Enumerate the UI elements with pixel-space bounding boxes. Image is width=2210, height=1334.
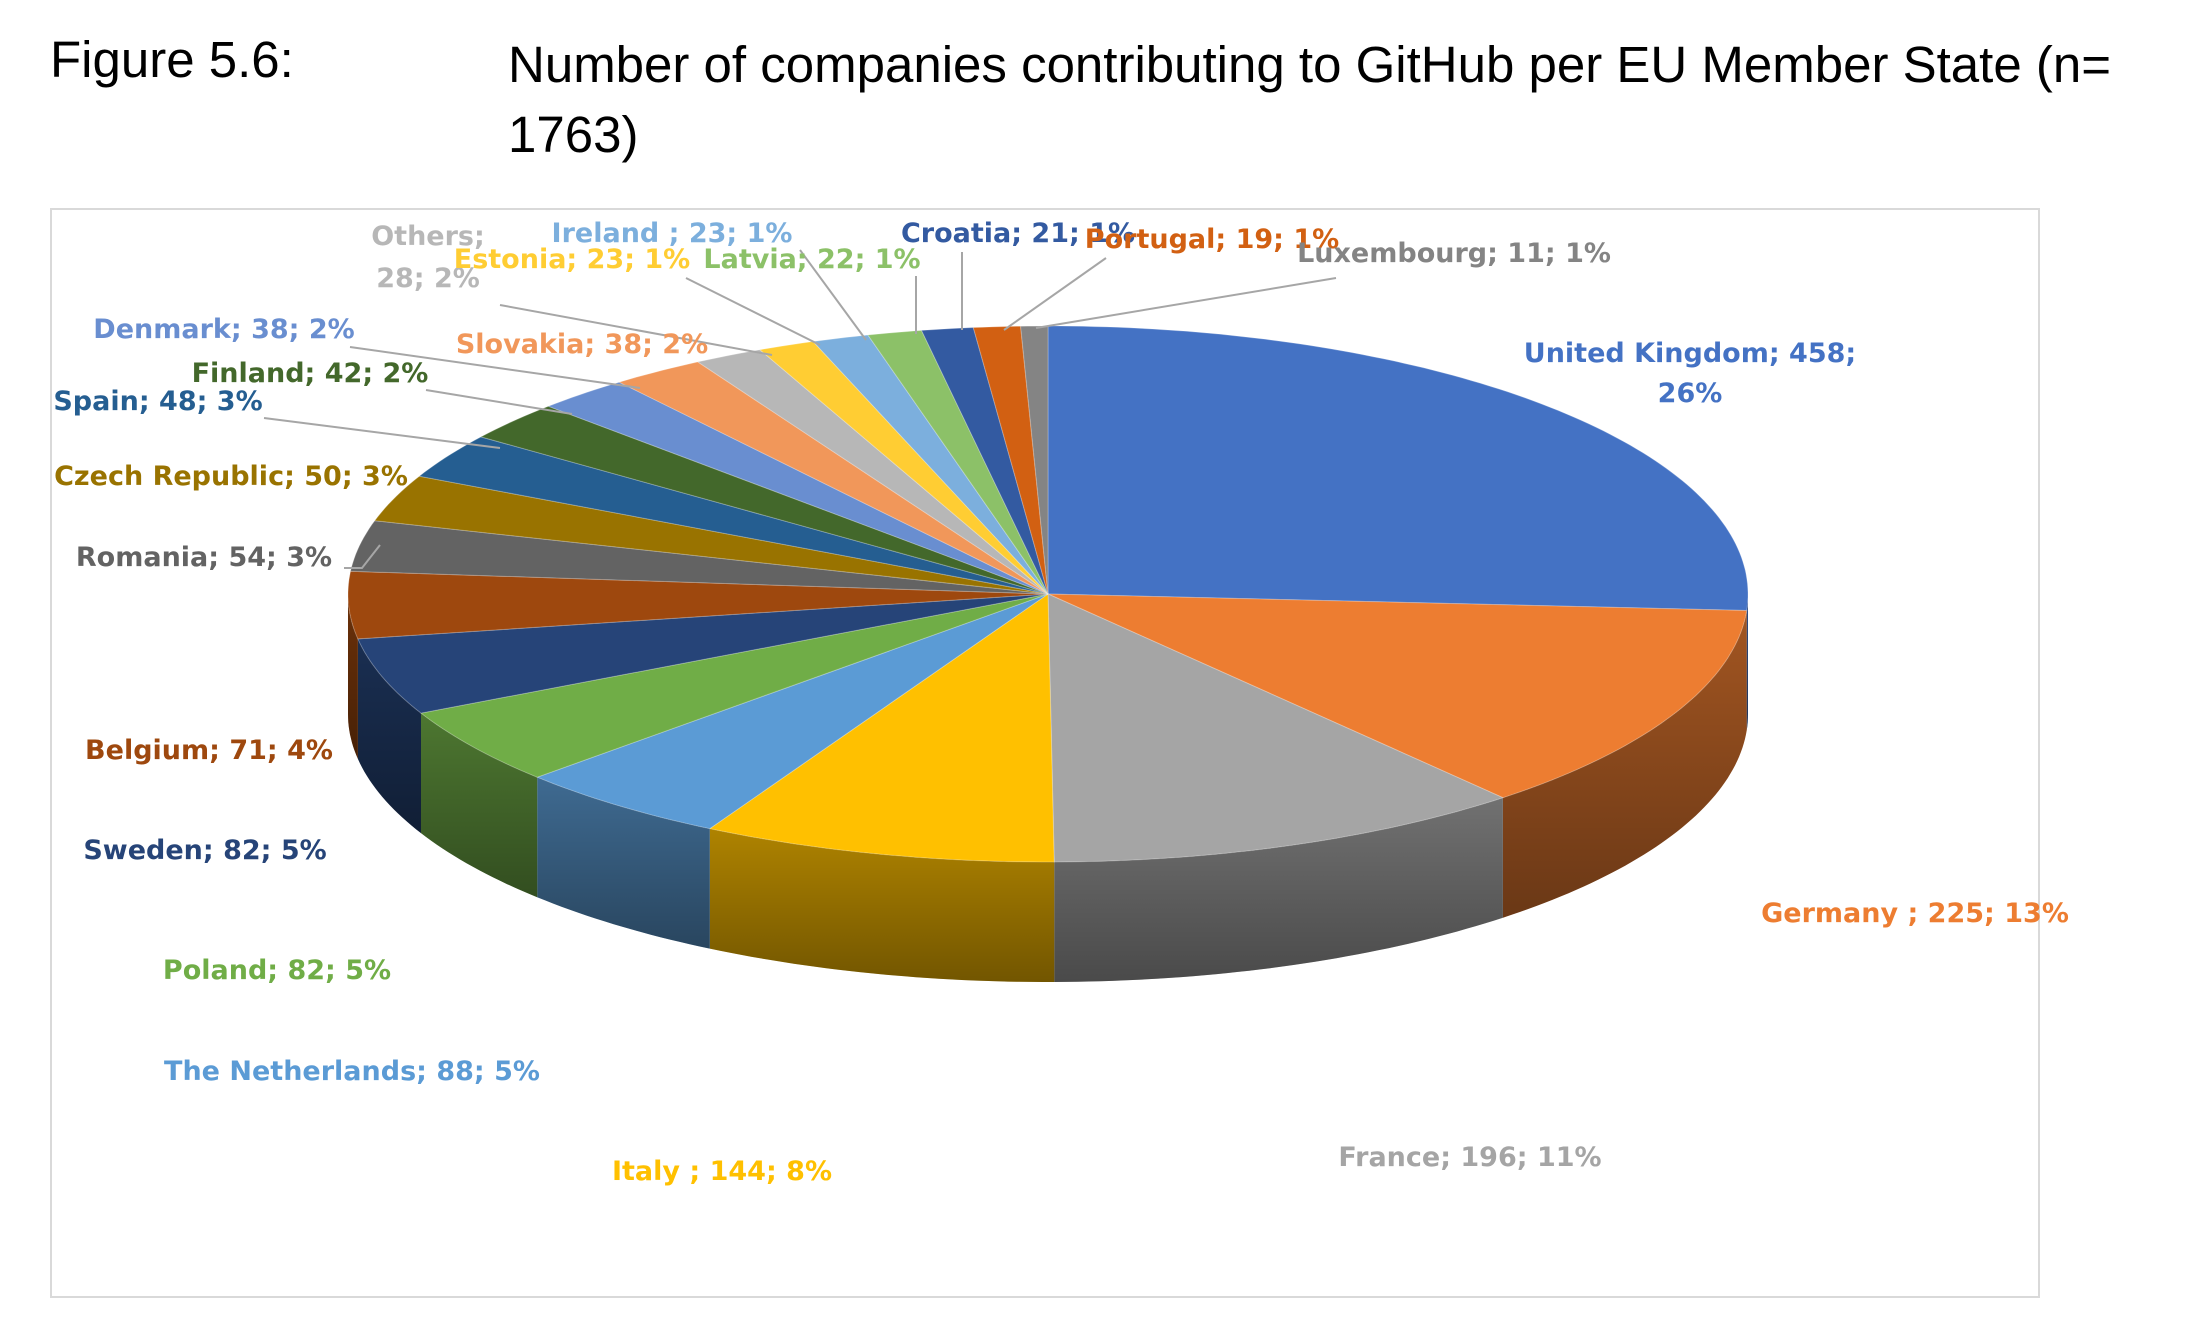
pie-slice-sweden <box>357 593 1049 714</box>
data-label-luxembourg: Luxembourg; 11; 1% <box>1297 238 1611 269</box>
pie-slice-ireland <box>812 334 1049 595</box>
pie-slice-belgium <box>347 570 1049 640</box>
figure-label: Figure 5.6: <box>50 31 294 88</box>
leader-line-finland <box>425 389 573 415</box>
data-label-romania: Romania; 54; 3% <box>76 542 332 573</box>
data-label-others: Others; 28; 2% <box>371 221 485 294</box>
pie-slice-slovakia <box>617 361 1049 595</box>
pie-side-shade <box>1746 594 1748 731</box>
data-label-spain: Spain; 48; 3% <box>53 386 262 417</box>
leader-line-estonia <box>685 277 821 346</box>
data-label-line: 26% <box>1658 378 1723 409</box>
leader-line-ireland <box>799 249 867 341</box>
data-label-germany: Germany ; 225; 13% <box>1761 898 2069 929</box>
leader-line-portugal <box>1003 257 1107 331</box>
pie-side-shade <box>421 713 538 898</box>
leader-line-denmark <box>349 346 641 389</box>
data-label-portugal: Portugal; 19; 1% <box>1085 224 1339 255</box>
pie-slice-the-netherlands <box>535 593 1049 830</box>
data-label-poland: Poland; 82; 5% <box>163 955 391 986</box>
data-label-the-netherlands: The Netherlands; 88; 5% <box>164 1056 540 1087</box>
pie-slice-united-kingdom <box>1047 325 1749 612</box>
pie-side-shade <box>357 638 421 834</box>
pie-slice-croatia <box>920 326 1049 595</box>
leader-line-luxembourg <box>1035 277 1337 329</box>
leader-line-others <box>499 304 773 356</box>
data-label-croatia: Croatia; 21; 1% <box>901 218 1135 249</box>
data-label-slovakia: Slovakia; 38; 2% <box>456 329 708 360</box>
figure-title: Number of companies contributing to GitH… <box>508 36 2111 163</box>
data-label-line: Others; <box>371 221 485 252</box>
data-label-ireland: Ireland ; 23; 1% <box>552 218 793 249</box>
data-label-sweden: Sweden; 82; 5% <box>83 835 326 866</box>
leader-line-spain <box>263 417 501 449</box>
leader-line-romania <box>344 544 381 569</box>
data-label-czech-republic: Czech Republic; 50; 3% <box>54 461 408 492</box>
data-label-italy: Italy ; 144; 8% <box>612 1156 832 1187</box>
pie-side-shade <box>348 594 358 759</box>
pie-slice-france <box>1047 593 1505 863</box>
pie-side-shade <box>709 828 1055 982</box>
pie-side-shade <box>537 777 710 949</box>
pie-slice-latvia <box>867 329 1049 595</box>
pie-slice-portugal <box>972 325 1049 595</box>
pie-slice-italy <box>708 593 1055 863</box>
pie-side-shade <box>1054 797 1503 982</box>
pie-side-shade <box>1502 610 1747 918</box>
data-label-line: United Kingdom; 458; <box>1524 338 1856 369</box>
pie-slice-czech-republic <box>373 475 1049 595</box>
data-label-latvia: Latvia; 22; 1% <box>703 244 920 275</box>
pie-slice-others <box>696 349 1049 595</box>
data-label-estonia: Estonia; 23; 1% <box>454 244 690 275</box>
pie-slice-germany <box>1047 593 1748 799</box>
data-label-france: France; 196; 11% <box>1338 1142 1601 1173</box>
data-label-line: 28; 2% <box>376 263 480 294</box>
chart-frame <box>50 208 2040 1298</box>
data-label-united-kingdom: United Kingdom; 458; 26% <box>1524 338 1856 409</box>
data-label-finland: Finland; 42; 2% <box>192 358 429 389</box>
data-label-belgium: Belgium; 71; 4% <box>85 735 333 766</box>
pie-slice-poland <box>419 593 1049 778</box>
pie-slice-romania <box>349 520 1049 595</box>
pie-slice-spain <box>418 436 1049 595</box>
data-label-denmark: Denmark; 38; 2% <box>93 314 354 345</box>
